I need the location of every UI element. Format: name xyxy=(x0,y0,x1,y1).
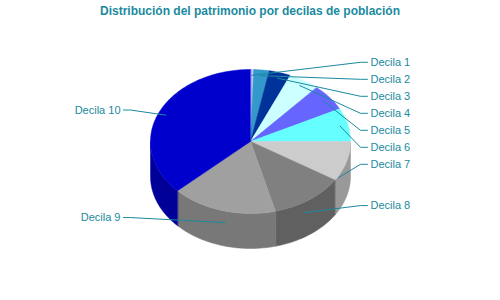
svg-text:Decila 9: Decila 9 xyxy=(81,211,121,223)
svg-text:Decila 10: Decila 10 xyxy=(75,104,121,116)
svg-text:Decila 2: Decila 2 xyxy=(371,73,411,85)
svg-text:Decila 4: Decila 4 xyxy=(371,107,411,119)
svg-text:Decila 5: Decila 5 xyxy=(371,124,411,136)
svg-text:Decila 8: Decila 8 xyxy=(371,199,411,211)
html-text:Distribución del patrimonio po: Distribución del patrimonio por decilas … xyxy=(100,4,400,18)
svg-text:Decila 1: Decila 1 xyxy=(371,56,411,68)
svg-text:Decila 3: Decila 3 xyxy=(371,90,411,102)
svg-text:Decila 7: Decila 7 xyxy=(371,158,411,170)
svg-text:Decila 6: Decila 6 xyxy=(371,141,411,153)
